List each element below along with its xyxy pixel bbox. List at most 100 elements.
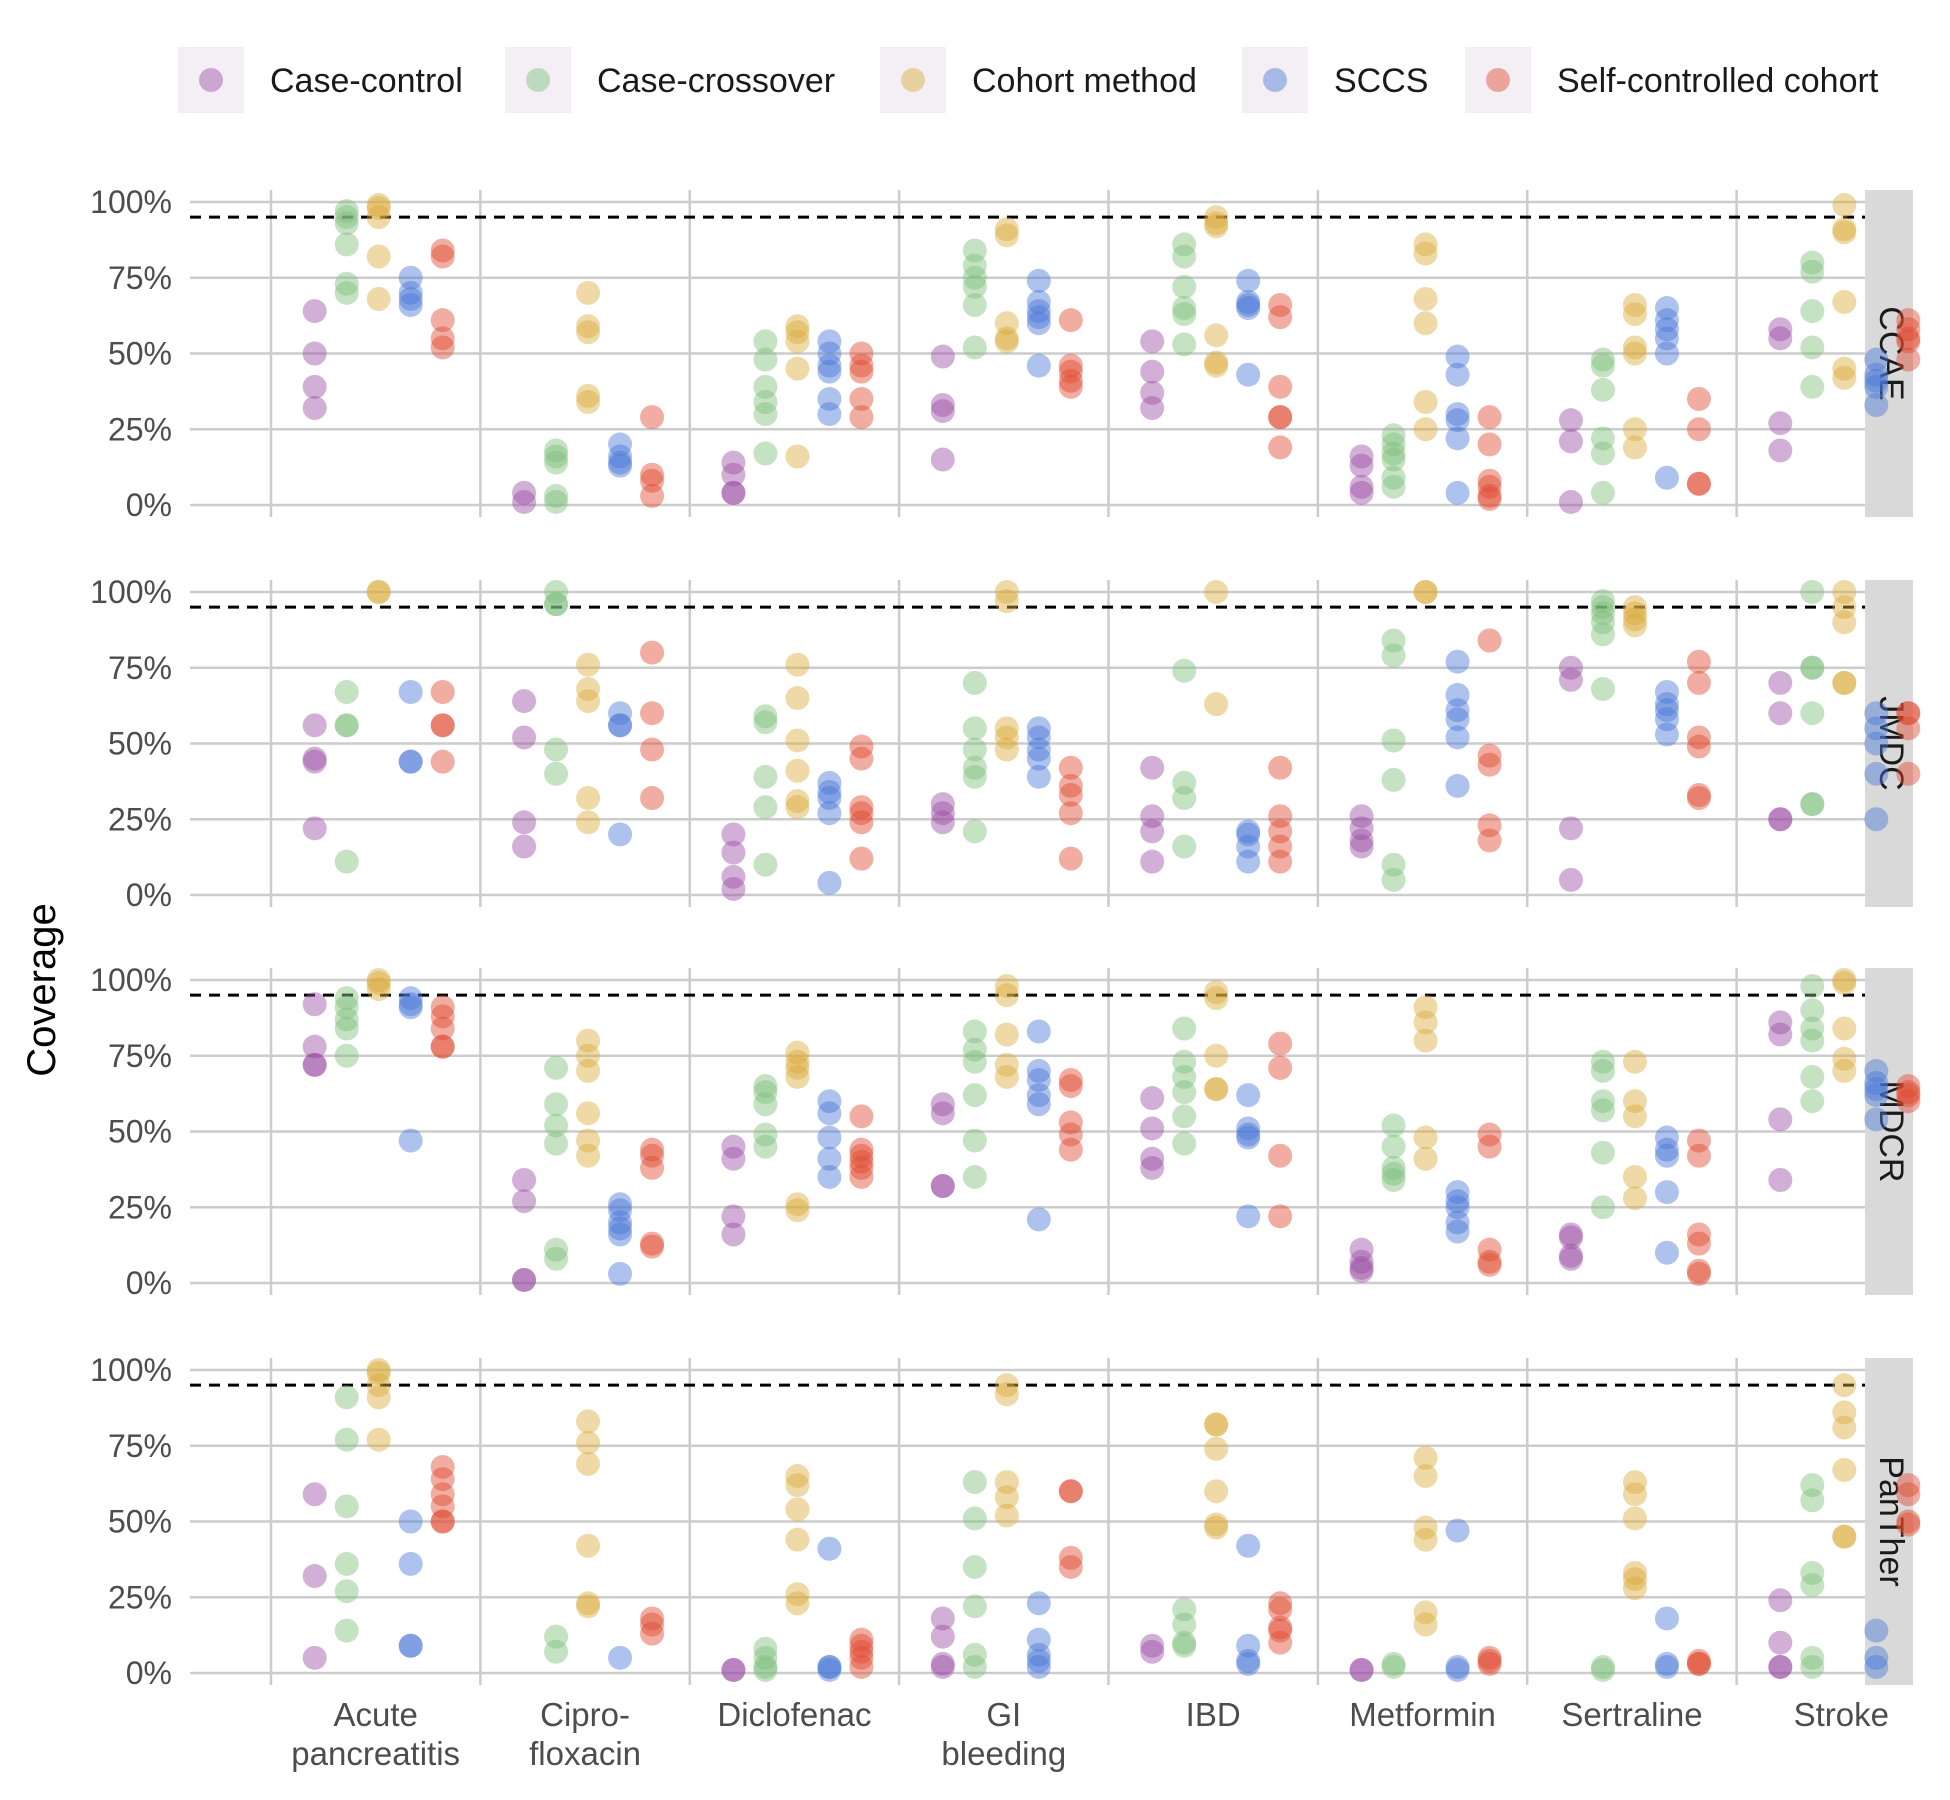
y-tick-label: 25% — [108, 1189, 172, 1225]
point-self-controlled-cohort — [430, 679, 455, 704]
point-case-crossover — [1800, 1089, 1825, 1114]
point-self-controlled-cohort — [1477, 1648, 1502, 1673]
point-sccs — [1236, 834, 1261, 859]
point-case-crossover — [1172, 274, 1197, 299]
point-case-crossover — [1172, 232, 1197, 257]
point-self-controlled-cohort — [849, 359, 874, 384]
point-cohort-method — [366, 196, 391, 221]
point-self-controlled-cohort — [1896, 347, 1921, 372]
point-cohort-method — [1204, 214, 1229, 239]
point-case-control — [930, 393, 955, 418]
point-cohort-method — [994, 974, 1019, 999]
point-self-controlled-cohort — [1896, 326, 1921, 351]
point-cohort-method — [1622, 595, 1647, 620]
point-case-crossover — [962, 819, 987, 844]
point-cohort-method — [576, 1430, 601, 1455]
point-sccs — [1236, 296, 1261, 321]
point-self-controlled-cohort — [1268, 1615, 1293, 1640]
point-case-crossover — [1590, 441, 1615, 466]
strip-mdcr — [1865, 968, 1913, 1295]
point-sccs — [608, 1192, 633, 1217]
point-cohort-method — [1204, 211, 1229, 236]
strip-panther — [1865, 1358, 1913, 1685]
point-case-crossover — [544, 489, 569, 514]
point-case-crossover — [334, 1385, 359, 1410]
point-case-control — [721, 1657, 746, 1682]
point-case-crossover — [1590, 595, 1615, 620]
y-tick-label: 50% — [108, 1114, 172, 1150]
point-self-controlled-cohort — [430, 1509, 455, 1534]
point-case-crossover — [1172, 834, 1197, 859]
point-case-crossover — [334, 211, 359, 236]
point-cohort-method — [576, 1591, 601, 1616]
point-case-crossover — [1800, 259, 1825, 284]
point-sccs — [1864, 1618, 1889, 1643]
point-case-control — [1558, 408, 1583, 433]
point-cohort-method — [1413, 417, 1438, 442]
point-cohort-method — [1204, 350, 1229, 375]
point-sccs — [1236, 822, 1261, 847]
point-cohort-method — [994, 326, 1019, 351]
point-case-crossover — [1172, 1612, 1197, 1637]
point-self-controlled-cohort — [1896, 1080, 1921, 1105]
y-tick-label: 100% — [90, 184, 172, 220]
point-cohort-method — [366, 205, 391, 230]
point-self-controlled-cohort — [849, 341, 874, 366]
point-self-controlled-cohort — [1477, 743, 1502, 768]
point-sccs — [398, 986, 423, 1011]
point-sccs — [817, 1536, 842, 1561]
point-case-crossover — [1172, 1049, 1197, 1074]
point-self-controlled-cohort — [1058, 374, 1083, 399]
point-case-control — [721, 876, 746, 901]
point-sccs — [1654, 1606, 1679, 1631]
point-self-controlled-cohort — [849, 405, 874, 430]
point-self-controlled-cohort — [849, 734, 874, 759]
point-cohort-method — [994, 1022, 1019, 1047]
point-cohort-method — [366, 580, 391, 604]
point-case-crossover — [1800, 250, 1825, 275]
point-self-controlled-cohort — [430, 1467, 455, 1492]
point-cohort-method — [1413, 286, 1438, 311]
point-case-control — [302, 1052, 327, 1077]
point-case-control — [721, 462, 746, 487]
point-case-crossover — [753, 1074, 778, 1099]
point-cohort-method — [1622, 1104, 1647, 1129]
point-sccs — [608, 701, 633, 726]
point-sccs — [1864, 1083, 1889, 1108]
point-case-crossover — [1381, 1161, 1406, 1186]
point-sccs — [1026, 716, 1051, 741]
point-sccs — [1445, 344, 1470, 369]
point-cohort-method — [576, 1101, 601, 1126]
point-sccs — [1445, 1189, 1470, 1214]
point-self-controlled-cohort — [1268, 1055, 1293, 1080]
point-case-control — [512, 725, 537, 750]
point-self-controlled-cohort — [849, 846, 874, 871]
point-case-control — [302, 1482, 327, 1507]
point-sccs — [398, 293, 423, 318]
point-self-controlled-cohort — [1477, 628, 1502, 653]
point-self-controlled-cohort — [1896, 1482, 1921, 1507]
point-case-control — [721, 822, 746, 847]
point-cohort-method — [576, 1594, 601, 1619]
point-case-crossover — [1800, 335, 1825, 360]
point-case-control — [1140, 849, 1165, 874]
point-sccs — [608, 432, 633, 457]
x-tick-label-diclofenac: Diclofenac — [717, 1696, 871, 1733]
point-case-crossover — [1800, 1645, 1825, 1670]
point-case-crossover — [962, 1506, 987, 1531]
point-self-controlled-cohort — [1477, 828, 1502, 853]
point-cohort-method — [366, 968, 391, 992]
point-sccs — [1236, 1651, 1261, 1676]
point-case-control — [512, 1167, 537, 1192]
point-case-control — [721, 480, 746, 505]
point-cohort-method — [785, 652, 810, 677]
point-case-control — [1349, 834, 1374, 859]
point-cohort-method — [994, 223, 1019, 248]
point-cohort-method — [1622, 613, 1647, 638]
point-self-controlled-cohort — [1268, 1031, 1293, 1056]
point-cohort-method — [785, 1064, 810, 1089]
point-cohort-method — [785, 789, 810, 814]
point-sccs — [1654, 341, 1679, 366]
point-cohort-method — [1832, 220, 1857, 245]
point-case-crossover — [334, 1551, 359, 1576]
